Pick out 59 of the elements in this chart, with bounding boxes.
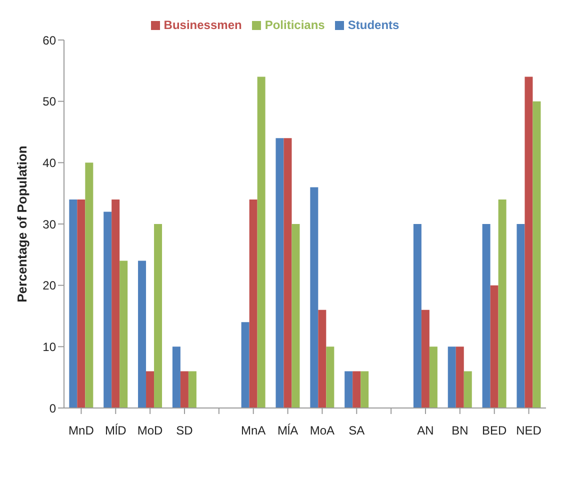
legend-label: Students bbox=[348, 18, 400, 32]
x-tick-label: MoD bbox=[137, 424, 164, 438]
bar bbox=[249, 199, 258, 408]
bar bbox=[85, 162, 94, 408]
bar bbox=[421, 310, 430, 408]
x-tick-label: MnD bbox=[68, 424, 94, 438]
bar bbox=[241, 322, 250, 408]
bar bbox=[318, 310, 326, 408]
x-tick-label: NED bbox=[516, 424, 542, 438]
bar bbox=[532, 101, 541, 408]
bar bbox=[310, 187, 318, 408]
bar bbox=[344, 371, 353, 408]
bar bbox=[154, 224, 162, 408]
bar bbox=[146, 371, 154, 408]
bar bbox=[498, 199, 506, 408]
bar bbox=[482, 224, 490, 408]
bar bbox=[172, 346, 180, 408]
y-tick-label: 20 bbox=[42, 278, 56, 293]
bar bbox=[77, 199, 86, 408]
x-tick-label: MĺD bbox=[104, 424, 127, 438]
bar bbox=[413, 224, 422, 408]
y-axis-title: Percentage of Population bbox=[14, 146, 30, 302]
x-tick-label: SD bbox=[176, 424, 194, 438]
bar bbox=[276, 138, 284, 408]
bar bbox=[257, 76, 266, 408]
x-tick-label: BED bbox=[482, 424, 508, 438]
bar bbox=[120, 260, 128, 408]
x-tick-label: SA bbox=[348, 424, 365, 438]
bar bbox=[326, 346, 334, 408]
bar bbox=[490, 285, 498, 408]
bar bbox=[284, 138, 292, 408]
bar bbox=[524, 76, 533, 408]
y-tick-label: 0 bbox=[49, 401, 56, 416]
x-tick-label: MĺA bbox=[277, 424, 298, 438]
bar bbox=[429, 346, 438, 408]
bar bbox=[188, 371, 196, 408]
legend-label: Businessmen bbox=[164, 18, 242, 32]
bar bbox=[456, 346, 464, 408]
bar bbox=[360, 371, 369, 408]
y-tick-label: 30 bbox=[42, 217, 56, 232]
bar bbox=[138, 260, 146, 408]
y-tick-label: 60 bbox=[42, 33, 56, 48]
y-tick-label: 50 bbox=[42, 94, 56, 109]
bar bbox=[112, 199, 120, 408]
bar bbox=[516, 224, 525, 408]
bar bbox=[448, 346, 456, 408]
legend-label: Politicians bbox=[264, 18, 325, 32]
bar bbox=[180, 371, 188, 408]
bar bbox=[292, 224, 300, 408]
bar bbox=[464, 371, 472, 408]
y-tick-label: 10 bbox=[42, 340, 56, 354]
x-tick-label: AN bbox=[417, 424, 434, 438]
x-tick-label: MoA bbox=[310, 424, 335, 438]
bar bbox=[352, 371, 361, 408]
x-tick-label: MnA bbox=[241, 424, 266, 438]
bar bbox=[69, 199, 78, 408]
y-tick-label: 40 bbox=[42, 156, 56, 170]
x-tick-label: BN bbox=[452, 424, 468, 438]
bar bbox=[104, 212, 112, 408]
